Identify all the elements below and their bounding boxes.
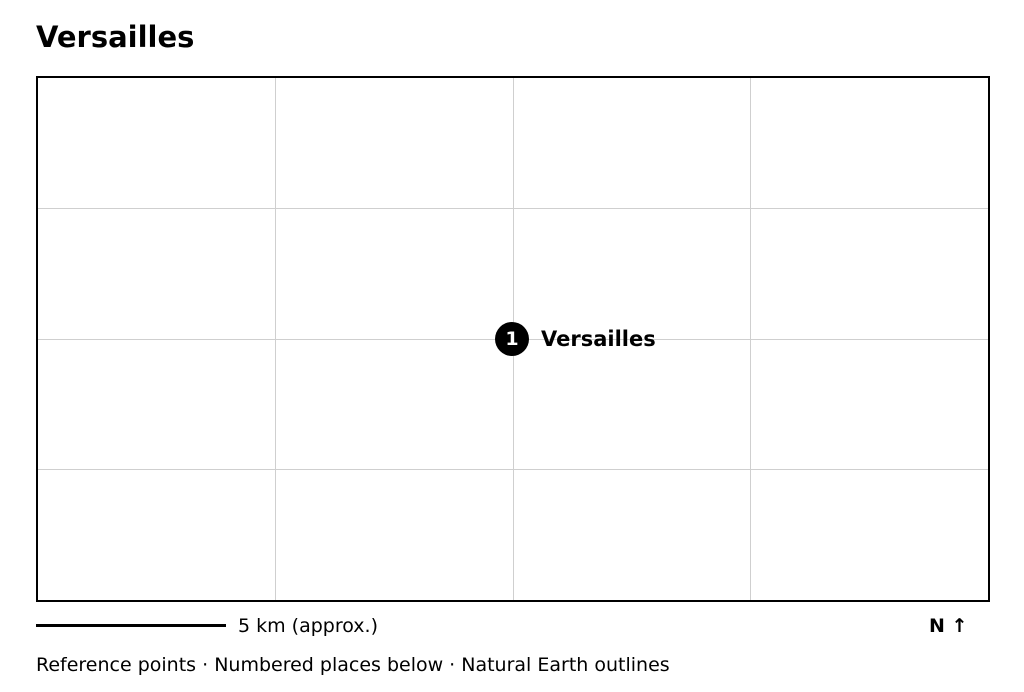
- place-label-versailles: Versailles: [541, 327, 656, 351]
- grid-line-horizontal: [38, 469, 988, 470]
- north-arrow-icon: N ↑: [929, 615, 968, 637]
- map-canvas[interactable]: 1 Versailles: [36, 76, 990, 602]
- scale-bar: [36, 624, 226, 627]
- map-title: Versailles: [36, 20, 195, 54]
- map-caption: Reference points · Numbered places below…: [36, 654, 670, 676]
- grid-line-horizontal: [38, 208, 988, 209]
- scale-label: 5 km (approx.): [238, 615, 378, 637]
- place-marker-versailles[interactable]: 1: [495, 322, 529, 356]
